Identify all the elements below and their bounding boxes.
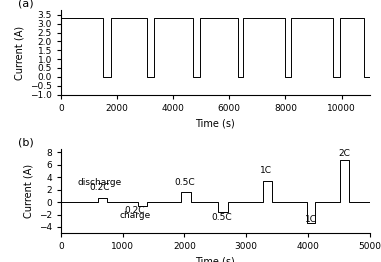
Y-axis label: Current (A): Current (A) [23, 164, 33, 218]
Text: (a): (a) [18, 0, 34, 9]
Text: 0.5C: 0.5C [211, 213, 232, 222]
X-axis label: Time (s): Time (s) [195, 118, 235, 128]
Y-axis label: Current (A): Current (A) [14, 25, 24, 80]
Text: discharge: discharge [77, 178, 122, 187]
Text: 1C: 1C [260, 166, 272, 176]
Text: 0.2C: 0.2C [89, 183, 109, 192]
Text: (b): (b) [18, 138, 34, 148]
Text: 0.5C: 0.5C [174, 178, 195, 187]
X-axis label: Time (s): Time (s) [195, 257, 235, 262]
Text: 1C: 1C [305, 215, 317, 224]
Text: 2C: 2C [338, 149, 350, 158]
Text: 0.2C: 0.2C [125, 206, 145, 215]
Text: charge: charge [119, 211, 150, 220]
